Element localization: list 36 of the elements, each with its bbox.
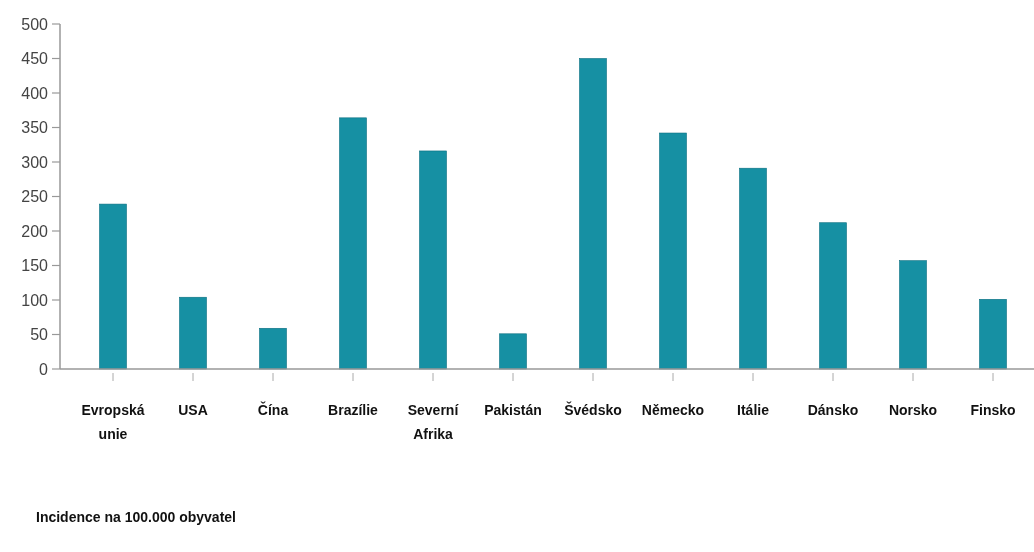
bar bbox=[739, 167, 767, 370]
x-tick-label: Severní Afrika bbox=[407, 402, 460, 442]
y-tick-label: 400 bbox=[21, 84, 49, 102]
bar bbox=[659, 132, 687, 370]
y-tick-label: 150 bbox=[21, 257, 49, 275]
bar bbox=[419, 150, 447, 370]
bar bbox=[579, 58, 607, 370]
x-tick-label: Pakistán bbox=[484, 402, 542, 418]
y-tick-label: 300 bbox=[21, 153, 49, 171]
x-tick-label: Dánsko bbox=[807, 402, 859, 418]
y-tick-label: 100 bbox=[21, 291, 49, 309]
x-tick-label: Švédsko bbox=[564, 401, 622, 418]
x-tick-label: Evropská unie bbox=[81, 402, 145, 442]
x-tick-label: Německo bbox=[641, 402, 705, 418]
bar bbox=[99, 203, 127, 370]
y-tick-label: 450 bbox=[21, 50, 49, 68]
text: Incidence na 100.000 obyvatel bbox=[36, 509, 236, 525]
y-tick-label: 250 bbox=[21, 188, 49, 206]
x-tick-label: USA bbox=[178, 402, 208, 418]
x-tick-label: Finsko bbox=[970, 402, 1016, 418]
x-tick-label: Itálie bbox=[737, 402, 770, 418]
bar bbox=[979, 299, 1007, 370]
y-tick-label: 0 bbox=[39, 360, 49, 378]
y-tick-label: 350 bbox=[21, 119, 49, 137]
bar bbox=[339, 117, 367, 370]
x-tick-label: Norsko bbox=[888, 402, 938, 418]
bar bbox=[259, 327, 287, 370]
bar bbox=[899, 260, 927, 370]
y-tick-label: 50 bbox=[30, 326, 49, 344]
y-tick-label: 200 bbox=[21, 222, 49, 240]
x-tick-label: Čína bbox=[257, 401, 289, 418]
bar bbox=[499, 333, 527, 370]
x-tick-label: Brazílie bbox=[328, 402, 379, 418]
bar bbox=[819, 222, 847, 370]
bar bbox=[179, 296, 207, 370]
y-tick-label: 500 bbox=[21, 15, 49, 33]
